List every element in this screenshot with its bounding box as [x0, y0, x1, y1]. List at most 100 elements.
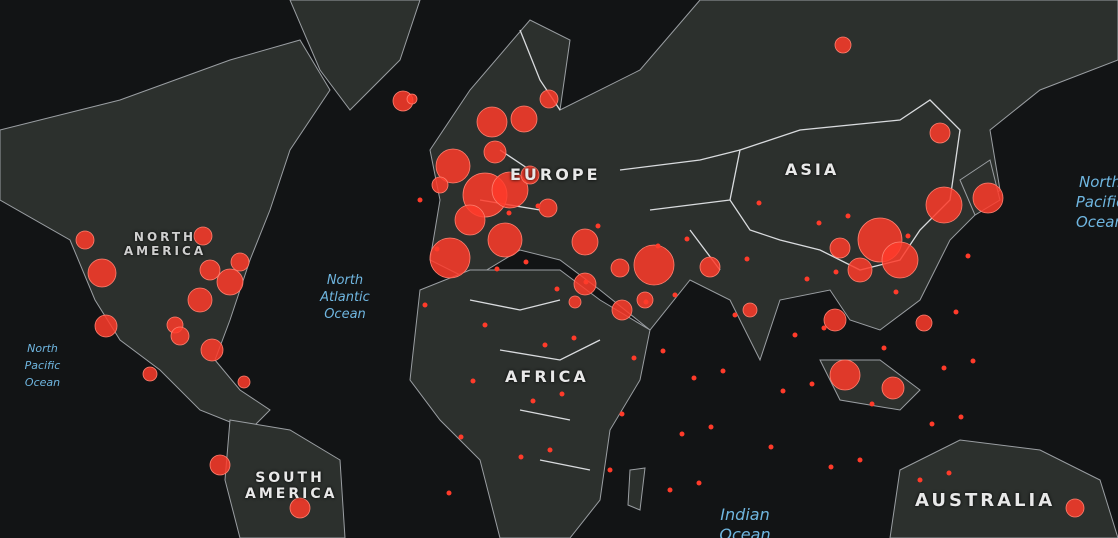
case-dot[interactable] [816, 220, 822, 226]
case-dot[interactable] [547, 447, 553, 453]
case-dot[interactable] [679, 431, 685, 437]
case-dot[interactable] [571, 335, 577, 341]
case-bubble[interactable] [491, 171, 529, 209]
case-bubble[interactable] [510, 105, 538, 133]
case-dot[interactable] [494, 266, 500, 272]
case-bubble[interactable] [435, 148, 471, 184]
case-dot[interactable] [953, 309, 959, 315]
case-bubble[interactable] [520, 165, 540, 185]
case-bubble[interactable] [230, 252, 250, 272]
case-bubble[interactable] [483, 140, 507, 164]
case-dot[interactable] [941, 365, 947, 371]
case-bubble[interactable] [216, 268, 244, 296]
case-bubble[interactable] [94, 314, 118, 338]
case-bubble[interactable] [1065, 498, 1085, 518]
case-dot[interactable] [684, 236, 690, 242]
case-dot[interactable] [417, 197, 423, 203]
case-dot[interactable] [535, 203, 541, 209]
case-bubble[interactable] [209, 454, 231, 476]
case-dot[interactable] [523, 259, 529, 265]
case-dot[interactable] [696, 480, 702, 486]
case-bubble[interactable] [881, 376, 905, 400]
case-bubble[interactable] [87, 258, 117, 288]
case-bubble[interactable] [742, 302, 758, 318]
case-bubble[interactable] [571, 228, 599, 256]
case-dot[interactable] [619, 411, 625, 417]
case-dot[interactable] [607, 467, 613, 473]
case-dot[interactable] [809, 381, 815, 387]
case-dot[interactable] [720, 368, 726, 374]
case-bubble[interactable] [881, 241, 919, 279]
case-dot[interactable] [708, 424, 714, 430]
case-dot[interactable] [518, 454, 524, 460]
case-dot[interactable] [643, 299, 649, 305]
case-dot[interactable] [595, 223, 601, 229]
case-bubble[interactable] [429, 237, 471, 279]
case-dot[interactable] [804, 276, 810, 282]
case-bubble[interactable] [972, 182, 1004, 214]
case-dot[interactable] [970, 358, 976, 364]
case-bubble[interactable] [199, 259, 221, 281]
case-dot[interactable] [881, 345, 887, 351]
case-bubble[interactable] [487, 222, 523, 258]
case-bubble[interactable] [915, 314, 933, 332]
case-dot[interactable] [530, 398, 536, 404]
case-dot[interactable] [446, 490, 452, 496]
case-bubble[interactable] [237, 375, 251, 389]
case-dot[interactable] [917, 477, 923, 483]
case-bubble[interactable] [476, 106, 508, 138]
case-bubble[interactable] [568, 295, 582, 309]
case-dot[interactable] [905, 233, 911, 239]
case-dot[interactable] [744, 256, 750, 262]
case-dot[interactable] [655, 243, 661, 249]
case-bubble[interactable] [454, 204, 486, 236]
case-dot[interactable] [631, 355, 637, 361]
case-dot[interactable] [768, 444, 774, 450]
case-dot[interactable] [893, 289, 899, 295]
case-dot[interactable] [929, 421, 935, 427]
case-dot[interactable] [732, 312, 738, 318]
case-dot[interactable] [482, 322, 488, 328]
case-bubble[interactable] [289, 497, 311, 519]
case-bubble[interactable] [829, 359, 861, 391]
case-dot[interactable] [780, 388, 786, 394]
case-bubble[interactable] [187, 287, 213, 313]
case-dot[interactable] [833, 269, 839, 275]
case-bubble[interactable] [823, 308, 847, 332]
case-dot[interactable] [792, 332, 798, 338]
case-dot[interactable] [672, 292, 678, 298]
case-dot[interactable] [691, 375, 697, 381]
case-bubble[interactable] [75, 230, 95, 250]
case-bubble[interactable] [193, 226, 213, 246]
case-dot[interactable] [458, 434, 464, 440]
case-dot[interactable] [756, 200, 762, 206]
case-dot[interactable] [470, 378, 476, 384]
case-bubble[interactable] [539, 89, 559, 109]
case-dot[interactable] [434, 246, 440, 252]
case-bubble[interactable] [633, 244, 675, 286]
case-dot[interactable] [660, 348, 666, 354]
case-bubble[interactable] [431, 176, 449, 194]
case-dot[interactable] [958, 414, 964, 420]
case-dot[interactable] [554, 286, 560, 292]
case-dot[interactable] [946, 470, 952, 476]
case-dot[interactable] [422, 302, 428, 308]
case-bubble[interactable] [829, 237, 851, 259]
case-dot[interactable] [542, 342, 548, 348]
case-dot[interactable] [857, 457, 863, 463]
case-dot[interactable] [869, 401, 875, 407]
case-dot[interactable] [965, 253, 971, 259]
case-bubble[interactable] [929, 122, 951, 144]
case-bubble[interactable] [925, 186, 963, 224]
case-bubble[interactable] [142, 366, 158, 382]
case-bubble[interactable] [699, 256, 721, 278]
case-dot[interactable] [559, 391, 565, 397]
case-bubble[interactable] [847, 257, 873, 283]
case-dot[interactable] [845, 213, 851, 219]
case-dot[interactable] [667, 487, 673, 493]
case-bubble[interactable] [200, 338, 224, 362]
case-bubble[interactable] [406, 93, 418, 105]
case-bubble[interactable] [611, 299, 633, 321]
case-bubble[interactable] [538, 198, 558, 218]
